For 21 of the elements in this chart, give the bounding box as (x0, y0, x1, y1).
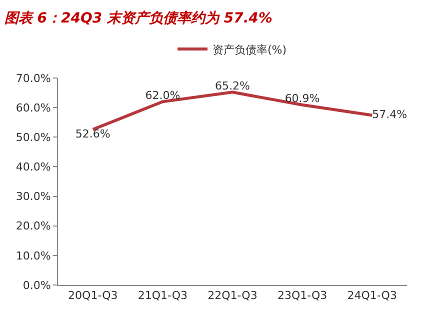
y-tick-label: 60.0% (16, 101, 51, 114)
data-label: 60.9% (284, 92, 320, 106)
data-label: 62.0% (145, 88, 180, 102)
line-series (91, 90, 374, 131)
legend-label: 资产负债率(%) (212, 43, 287, 56)
x-tick-label: 24Q1-Q3 (347, 289, 397, 302)
y-tick-label: 70.0% (16, 72, 51, 85)
x-tick-label: 20Q1-Q3 (68, 289, 118, 302)
data-label: 57.4% (372, 108, 408, 122)
y-tick-label: 30.0% (16, 190, 51, 204)
data-label: 52.6% (75, 128, 110, 141)
y-tick-label: 0.0% (22, 278, 51, 292)
y-tick-label: 20.0% (16, 220, 51, 233)
x-tick-label: 22Q1-Q3 (208, 289, 258, 302)
y-tick-label: 10.0% (16, 249, 51, 262)
y-tick-label: 50.0% (16, 130, 51, 144)
chart-title: 图表 6：24Q3 末资产负债率约为 57.4% (4, 10, 272, 27)
y-tick-label: 40.0% (16, 160, 51, 174)
x-tick-label: 23Q1-Q3 (277, 289, 328, 302)
data-label: 65.2% (215, 79, 250, 92)
x-tick-label: 21Q1-Q3 (138, 289, 188, 302)
